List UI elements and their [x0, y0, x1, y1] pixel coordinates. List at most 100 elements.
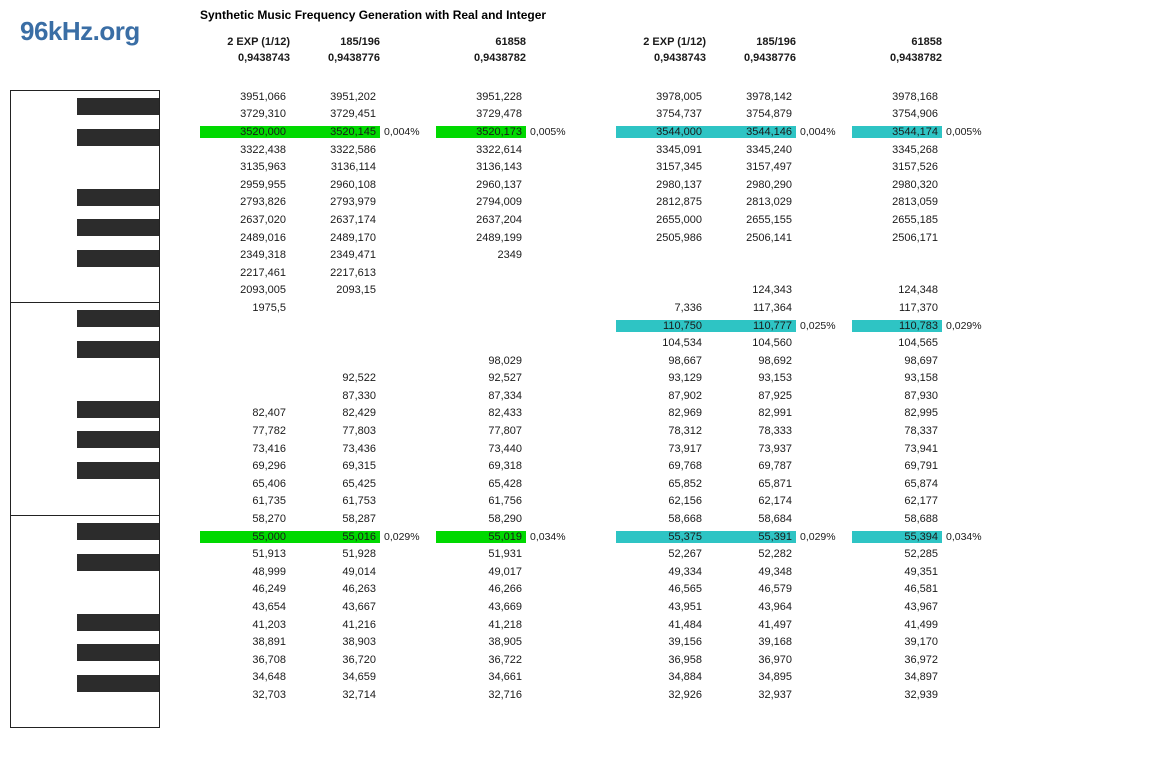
value-cell: 3322,586 [290, 144, 380, 156]
table-row: 46,24946,26346,26646,56546,57946,581 [200, 581, 998, 599]
value-cell: 3978,168 [852, 91, 942, 103]
value-cell: 77,803 [290, 425, 380, 437]
value-cell: 58,287 [290, 513, 380, 525]
value-cell: 32,939 [852, 689, 942, 701]
black-key [77, 189, 159, 206]
value-cell: 98,692 [706, 355, 796, 367]
value-cell: 69,768 [616, 460, 706, 472]
value-cell: 82,429 [290, 407, 380, 419]
value-cell: 41,497 [706, 619, 796, 631]
value-cell: 3135,963 [200, 161, 290, 173]
value-cell: 46,581 [852, 583, 942, 595]
value-cell: 110,783 [852, 320, 942, 332]
table-row: 61,73561,75361,75662,15662,17462,177 [200, 493, 998, 511]
value-cell: 65,406 [200, 478, 290, 490]
value-cell: 2506,171 [852, 232, 942, 244]
value-cell: 41,499 [852, 619, 942, 631]
value-cell: 73,937 [706, 443, 796, 455]
value-cell: 3544,174 [852, 126, 942, 138]
value-cell: 36,708 [200, 654, 290, 666]
table-row: 1975,57,336117,364117,370 [200, 299, 998, 317]
value-cell: 41,484 [616, 619, 706, 631]
table-row: 2959,9552960,1082960,1372980,1372980,290… [200, 176, 998, 194]
header-label: 61858 [436, 36, 526, 52]
value-cell: 52,282 [706, 548, 796, 560]
table-row: 98,02998,66798,69298,697 [200, 352, 998, 370]
value-cell: 36,720 [290, 654, 380, 666]
value-cell: 110,777 [706, 320, 796, 332]
value-cell: 2637,020 [200, 214, 290, 226]
table-row: 55,00055,0160,029%55,0190,034%55,37555,3… [200, 528, 998, 546]
value-cell: 73,941 [852, 443, 942, 455]
value-cell: 78,312 [616, 425, 706, 437]
table-row: 2637,0202637,1742637,2042655,0002655,155… [200, 211, 998, 229]
pct-cell: 0,005% [526, 126, 582, 138]
value-cell: 55,394 [852, 531, 942, 543]
value-cell: 48,999 [200, 566, 290, 578]
value-cell: 92,522 [290, 372, 380, 384]
value-cell: 92,527 [436, 372, 526, 384]
value-cell: 52,267 [616, 548, 706, 560]
value-cell: 36,722 [436, 654, 526, 666]
value-cell: 58,290 [436, 513, 526, 525]
value-cell: 65,852 [616, 478, 706, 490]
header-value: 0,9438782 [852, 52, 942, 68]
value-cell: 2812,875 [616, 196, 706, 208]
table-row: 2793,8262793,9792794,0092812,8752813,029… [200, 194, 998, 212]
value-cell: 69,296 [200, 460, 290, 472]
value-cell: 110,750 [616, 320, 706, 332]
value-cell: 3729,478 [436, 108, 526, 120]
value-cell: 58,688 [852, 513, 942, 525]
table-row: 104,534104,560104,565 [200, 334, 998, 352]
value-cell: 3345,091 [616, 144, 706, 156]
value-cell: 2655,185 [852, 214, 942, 226]
piano-diagram [10, 90, 160, 728]
value-cell: 61,753 [290, 495, 380, 507]
white-key [11, 272, 159, 302]
value-cell: 3520,145 [290, 126, 380, 138]
value-cell: 46,263 [290, 583, 380, 595]
value-cell: 2655,155 [706, 214, 796, 226]
value-cell: 52,285 [852, 548, 942, 560]
value-cell: 32,703 [200, 689, 290, 701]
value-cell: 82,407 [200, 407, 290, 419]
value-cell: 34,895 [706, 671, 796, 683]
value-cell: 73,440 [436, 443, 526, 455]
value-cell: 82,991 [706, 407, 796, 419]
pct-cell: 0,034% [526, 531, 582, 543]
piano-octave [10, 90, 160, 302]
value-cell: 2505,986 [616, 232, 706, 244]
pct-cell: 0,025% [796, 320, 852, 332]
value-cell: 87,330 [290, 390, 380, 402]
black-key [77, 250, 159, 267]
value-cell: 98,667 [616, 355, 706, 367]
value-cell: 3544,146 [706, 126, 796, 138]
value-cell: 32,716 [436, 689, 526, 701]
value-cell: 38,891 [200, 636, 290, 648]
value-cell: 77,782 [200, 425, 290, 437]
white-key [11, 697, 159, 727]
value-cell: 61,735 [200, 495, 290, 507]
value-cell: 124,348 [852, 284, 942, 296]
site-logo: 96kHz.org [20, 16, 140, 47]
pct-cell: 0,004% [796, 126, 852, 138]
table-row: 2093,0052093,15124,343124,348 [200, 282, 998, 300]
value-cell: 46,266 [436, 583, 526, 595]
column-header: 185/1960,9438776 [290, 36, 380, 68]
value-cell: 2813,059 [852, 196, 942, 208]
value-cell: 3978,142 [706, 91, 796, 103]
value-cell: 69,315 [290, 460, 380, 472]
value-cell: 51,928 [290, 548, 380, 560]
header-value: 0,9438776 [706, 52, 796, 68]
white-key [11, 364, 159, 394]
value-cell: 124,343 [706, 284, 796, 296]
value-cell: 73,416 [200, 443, 290, 455]
value-cell: 117,364 [706, 302, 796, 314]
black-key [77, 129, 159, 146]
black-key [77, 614, 159, 631]
value-cell: 3754,906 [852, 108, 942, 120]
value-cell: 2960,137 [436, 179, 526, 191]
pct-cell: 0,029% [796, 531, 852, 543]
value-cell: 82,433 [436, 407, 526, 419]
value-cell: 61,756 [436, 495, 526, 507]
